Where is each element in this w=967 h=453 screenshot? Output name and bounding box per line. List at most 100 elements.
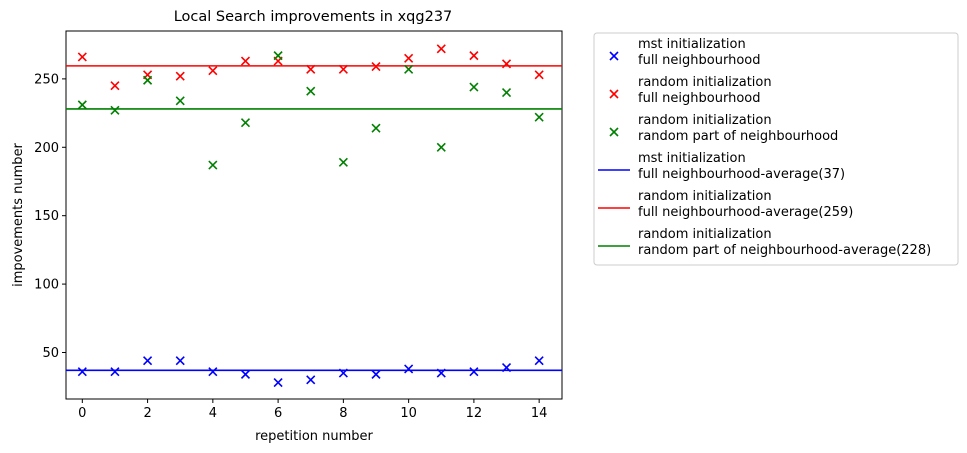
data-point-s2-2-stroke-b [143, 75, 153, 85]
data-point-s2-13 [501, 87, 512, 98]
data-point-s2-7 [306, 86, 316, 96]
legend-handle-0-stroke-b [609, 51, 619, 61]
data-point-s1-7 [306, 64, 316, 74]
y-tick-label: 50 [42, 346, 59, 361]
data-point-s0-7 [306, 375, 316, 385]
data-point-s1-11-stroke-b [436, 44, 446, 54]
legend-handle-2-stroke-b [609, 127, 619, 137]
legend-label-line: random part of neighbourhood-average(228… [638, 243, 931, 258]
data-point-s0-0-stroke-b [77, 367, 87, 377]
x-tick-label: 12 [466, 406, 483, 421]
data-point-s2-6 [273, 51, 283, 61]
data-point-s1-11 [436, 44, 446, 54]
data-point-s1-14-stroke-b [534, 70, 544, 80]
data-point-s1-8-stroke-b [338, 64, 348, 74]
data-point-s0-14 [534, 356, 544, 366]
data-point-s0-12 [469, 367, 479, 377]
data-point-s0-10 [404, 364, 414, 374]
data-point-s0-1 [110, 367, 120, 377]
data-point-s1-13 [501, 59, 512, 69]
data-point-s0-3 [175, 356, 185, 366]
data-point-s2-4-stroke-b [208, 160, 218, 170]
data-point-s2-12 [469, 82, 479, 92]
legend-label-4: random initialization full neighbourhood-… [638, 189, 853, 220]
legend-label-line: full neighbourhood-average(37) [638, 167, 845, 182]
data-point-s0-5-stroke-b [240, 369, 251, 379]
data-point-s0-5 [240, 369, 251, 379]
data-point-s2-12-stroke-b [469, 82, 479, 92]
data-point-s2-7-stroke-b [306, 86, 316, 96]
data-point-s0-10-stroke-b [404, 364, 414, 374]
data-point-s0-1-stroke-b [110, 367, 120, 377]
legend-label-line: mst initialization [638, 151, 746, 166]
data-point-s1-1-stroke-b [110, 81, 120, 91]
data-point-s1-5-stroke-b [240, 56, 251, 66]
legend-label-0: mst initialization full neighbourhood [638, 37, 760, 68]
data-point-s2-9 [371, 123, 381, 133]
x-tick-label: 6 [274, 406, 282, 421]
legend-label-line: full neighbourhood [638, 53, 760, 68]
y-tick-label: 250 [34, 72, 59, 87]
legend-label-line: full neighbourhood [638, 91, 760, 106]
legend-handle-1 [609, 89, 619, 99]
data-point-s2-14 [534, 112, 544, 122]
data-point-s0-11-stroke-b [436, 368, 446, 378]
data-point-s0-6-stroke-b [273, 378, 283, 388]
legend-label-line: random initialization [638, 75, 772, 90]
x-tick-label: 8 [339, 406, 347, 421]
legend-label-line: random initialization [638, 113, 772, 128]
data-point-s1-10-stroke-b [404, 53, 414, 63]
legend: mst initialization full neighbourhoodrand… [593, 32, 959, 266]
y-axis-label: impovements number [11, 142, 26, 286]
data-point-s1-1 [110, 81, 120, 91]
data-point-s0-4 [208, 367, 218, 377]
x-tick-label: 14 [531, 406, 548, 421]
data-point-s0-13-stroke-b [501, 362, 512, 373]
data-point-s1-3 [175, 71, 185, 81]
data-point-s1-5 [240, 56, 251, 66]
data-point-s0-6 [273, 378, 283, 388]
data-point-s0-0 [77, 367, 87, 377]
chart-title: Local Search improvements in xqg237 [174, 9, 453, 25]
data-point-s2-5 [240, 118, 251, 128]
legend-label-1: random initialization full neighbourhood [638, 75, 772, 106]
data-point-s1-4 [208, 66, 218, 76]
plot-frame [65, 30, 563, 400]
data-point-s2-3-stroke-b [175, 96, 185, 106]
data-point-s2-14-stroke-b [534, 112, 544, 122]
data-point-s2-9-stroke-b [371, 123, 381, 133]
data-point-s1-7-stroke-b [306, 64, 316, 74]
x-axis-label: repetition number [255, 429, 373, 444]
y-tick-label: 150 [34, 209, 59, 224]
data-point-s2-11 [436, 142, 446, 152]
data-point-s1-8 [338, 64, 348, 74]
y-tick-label: 200 [34, 141, 59, 156]
legend-handle-0 [609, 51, 619, 61]
data-point-s1-13-stroke-b [501, 59, 512, 69]
data-point-s2-10-stroke-b [404, 64, 414, 74]
data-point-s2-8-stroke-b [338, 157, 348, 167]
data-point-s2-10 [404, 64, 414, 74]
y-tick-label: 100 [34, 278, 59, 293]
data-point-s0-3-stroke-b [175, 356, 185, 366]
data-point-s0-8 [338, 368, 348, 378]
data-point-s2-11-stroke-b [436, 142, 446, 152]
legend-label-3: mst initialization full neighbourhood-ave… [638, 151, 845, 182]
data-point-s2-6-stroke-b [273, 51, 283, 61]
data-point-s0-4-stroke-b [208, 367, 218, 377]
data-point-s1-10 [404, 53, 414, 63]
data-point-s0-2-stroke-b [143, 356, 153, 366]
legend-handle-1-stroke-b [609, 89, 619, 99]
data-point-s2-1-stroke-b [110, 105, 120, 115]
legend-label-line: random initialization [638, 189, 772, 204]
legend-handle-2 [609, 127, 619, 137]
data-point-s2-8 [338, 157, 348, 167]
data-point-s0-9-stroke-b [371, 369, 381, 379]
data-point-s1-12 [469, 51, 479, 61]
legend-label-line: random initialization [638, 227, 772, 242]
data-point-s1-12-stroke-b [469, 51, 479, 61]
data-point-s2-2 [143, 75, 153, 85]
data-point-s1-0 [77, 52, 87, 62]
data-point-s2-13-stroke-b [501, 87, 512, 98]
